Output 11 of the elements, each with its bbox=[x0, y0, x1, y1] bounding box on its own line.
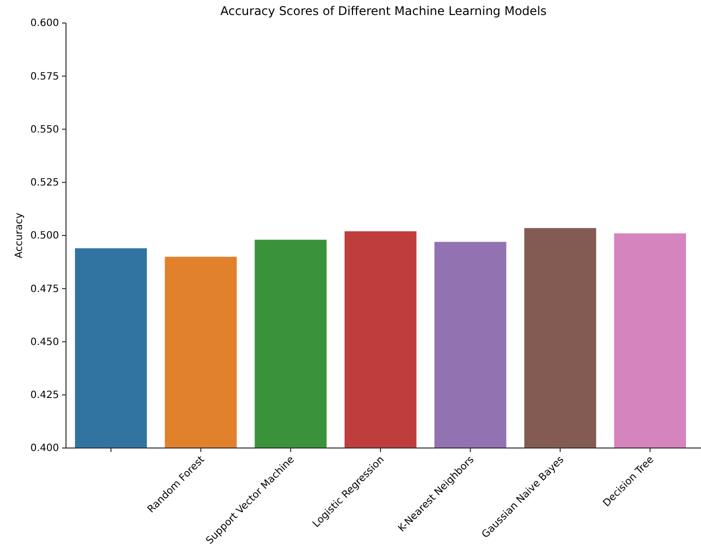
y-tick-label: 0.475 bbox=[30, 284, 59, 295]
y-tick-label: 0.450 bbox=[30, 336, 59, 348]
y-tick-label: 0.425 bbox=[30, 390, 59, 402]
y-tick-label: 0.500 bbox=[30, 230, 59, 242]
y-tick-label: 0.550 bbox=[30, 124, 59, 136]
y-tick-label: 0.525 bbox=[30, 178, 59, 189]
chart-title: Accuracy Scores of Different Machine Learning Models bbox=[220, 4, 547, 18]
y-tick-label: 0.400 bbox=[30, 443, 59, 454]
y-tick-label: 0.575 bbox=[30, 71, 59, 82]
y-axis-title: Accuracy bbox=[14, 212, 25, 258]
y-tick-label: 0.600 bbox=[30, 18, 59, 30]
